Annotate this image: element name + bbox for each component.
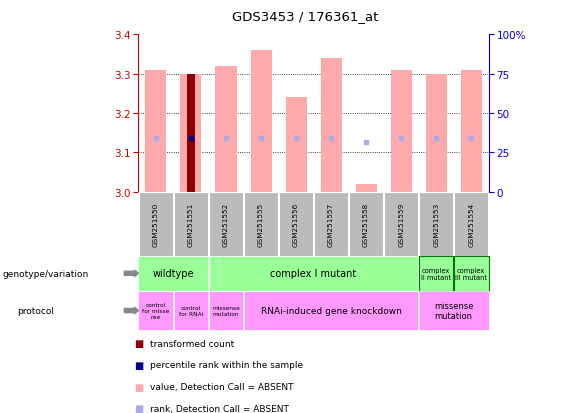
Text: protocol: protocol — [17, 306, 54, 315]
Text: ■: ■ — [134, 382, 143, 392]
Text: control
for misse
nse: control for misse nse — [142, 302, 170, 319]
Text: GSM251551: GSM251551 — [188, 202, 194, 246]
Bar — [250, 51, 272, 192]
Text: missense
mutation: missense mutation — [212, 305, 240, 316]
Text: GSM251554: GSM251554 — [468, 202, 474, 246]
Text: genotype/variation: genotype/variation — [3, 269, 89, 278]
Text: ■: ■ — [134, 403, 143, 413]
Text: wildtype: wildtype — [153, 268, 194, 279]
Text: GSM251552: GSM251552 — [223, 202, 229, 246]
Text: GSM251558: GSM251558 — [363, 202, 369, 246]
Bar — [180, 74, 202, 192]
Text: GSM251556: GSM251556 — [293, 202, 299, 246]
Bar — [320, 59, 342, 192]
Text: transformed count: transformed count — [150, 339, 234, 348]
Bar — [390, 71, 412, 192]
Bar — [460, 71, 482, 192]
Text: missense
mutation: missense mutation — [434, 301, 473, 320]
Bar — [187, 74, 195, 192]
Text: control
for RNAi: control for RNAi — [179, 305, 203, 316]
Text: GSM251559: GSM251559 — [398, 202, 404, 246]
Bar — [215, 66, 237, 192]
Text: complex
II mutant: complex II mutant — [421, 267, 451, 280]
Text: GDS3453 / 176361_at: GDS3453 / 176361_at — [232, 10, 379, 23]
Text: ■: ■ — [134, 339, 143, 349]
Bar — [355, 184, 377, 192]
Text: rank, Detection Call = ABSENT: rank, Detection Call = ABSENT — [150, 404, 289, 413]
Bar — [425, 74, 447, 192]
Text: GSM251550: GSM251550 — [153, 202, 159, 246]
Text: ■: ■ — [134, 360, 143, 370]
Text: GSM251557: GSM251557 — [328, 202, 334, 246]
Text: value, Detection Call = ABSENT: value, Detection Call = ABSENT — [150, 382, 293, 391]
Text: percentile rank within the sample: percentile rank within the sample — [150, 361, 303, 370]
Text: GSM251553: GSM251553 — [433, 202, 439, 246]
Bar — [145, 71, 167, 192]
Text: GSM251555: GSM251555 — [258, 202, 264, 246]
Text: complex I mutant: complex I mutant — [271, 268, 357, 279]
Text: complex
III mutant: complex III mutant — [455, 267, 487, 280]
Text: RNAi-induced gene knockdown: RNAi-induced gene knockdown — [260, 306, 402, 315]
Bar — [285, 98, 307, 192]
